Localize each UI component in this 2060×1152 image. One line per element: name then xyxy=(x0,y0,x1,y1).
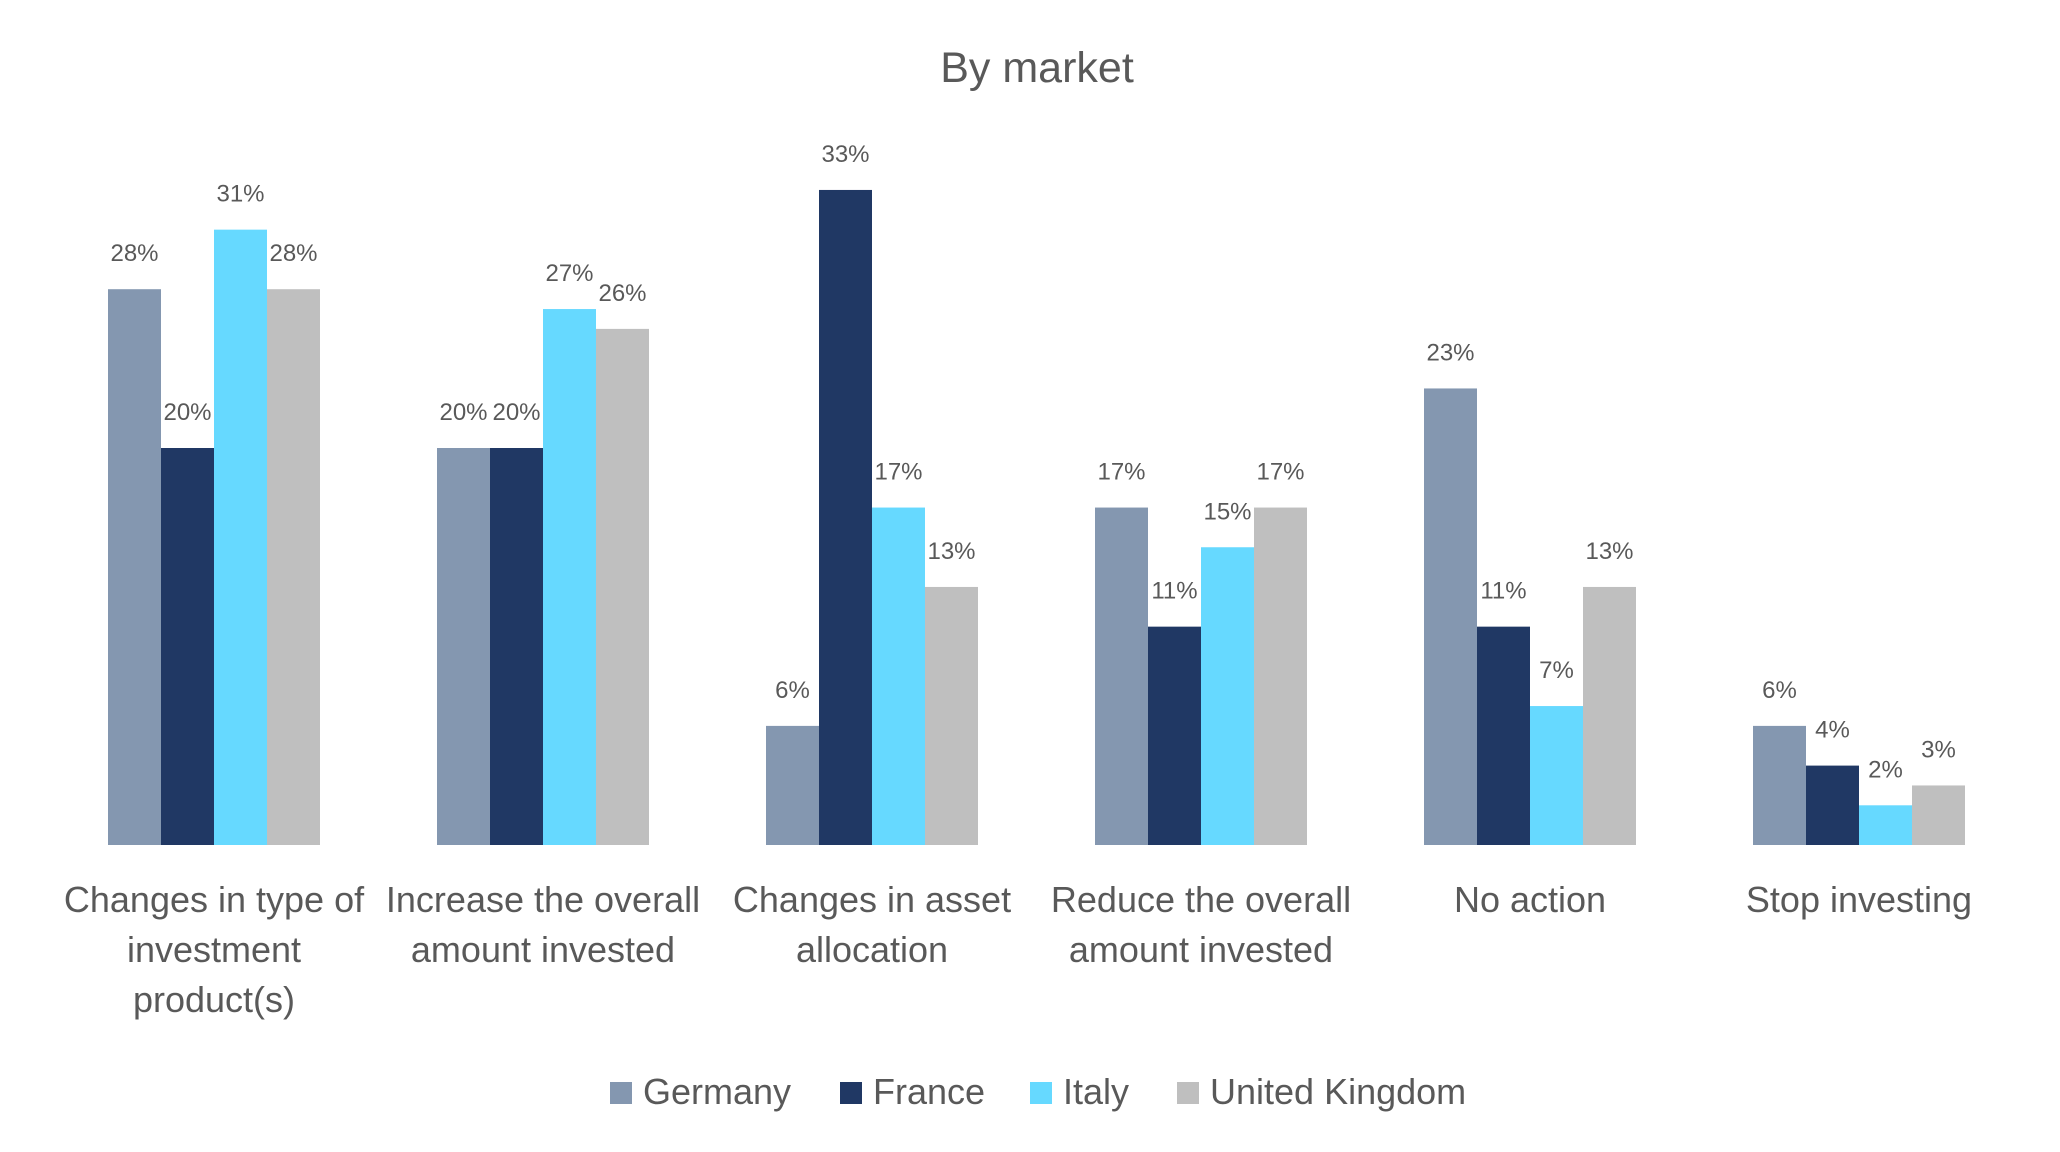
bar-germany-4 xyxy=(1424,388,1477,845)
data-label: 17% xyxy=(1256,459,1304,486)
bar-germany-0 xyxy=(108,289,161,845)
data-label: 3% xyxy=(1921,736,1956,763)
bar-united-kingdom-2 xyxy=(925,586,978,845)
category-label: amount invested xyxy=(1069,929,1333,970)
bar-france-0 xyxy=(161,448,214,845)
category-label: amount invested xyxy=(411,929,675,970)
data-label: 13% xyxy=(927,538,975,565)
legend-swatch-united-kingdom xyxy=(1177,1082,1199,1104)
bar-united-kingdom-1 xyxy=(596,328,649,845)
data-label: 33% xyxy=(821,141,869,168)
legend-label-germany: Germany xyxy=(643,1071,791,1112)
category-labels-group: Changes in type of investment product(s) In… xyxy=(64,879,1972,1020)
category-label: product(s) xyxy=(133,979,295,1020)
data-label: 6% xyxy=(1762,677,1797,704)
category-label: Changes in asset xyxy=(733,879,1011,920)
category-label: investment xyxy=(127,929,301,970)
bar-united-kingdom-3 xyxy=(1254,507,1307,845)
data-label: 28% xyxy=(269,240,317,267)
legend-swatch-italy xyxy=(1030,1082,1052,1104)
data-label: 20% xyxy=(439,399,487,426)
bar-italy-0 xyxy=(214,229,267,845)
data-labels-group: 28%20%31%28%20% 20%27%26%6%33%17%13%17%11… xyxy=(110,141,1955,783)
bar-united-kingdom-5 xyxy=(1912,785,1965,845)
category-label: allocation xyxy=(796,929,948,970)
category-label: Increase the overall xyxy=(386,879,700,920)
data-label: 31% xyxy=(216,181,264,208)
legend-swatch-france xyxy=(840,1082,862,1104)
data-label: 4% xyxy=(1815,717,1850,744)
bar-germany-5 xyxy=(1753,725,1806,845)
data-label: 6% xyxy=(775,677,810,704)
bar-germany-3 xyxy=(1095,507,1148,845)
bar-france-4 xyxy=(1477,626,1530,845)
bar-france-2 xyxy=(819,189,872,845)
data-label: 26% xyxy=(598,280,646,307)
bar-united-kingdom-0 xyxy=(267,289,320,845)
bars-group xyxy=(108,189,1965,845)
legend-swatch-germany xyxy=(610,1082,632,1104)
bar-italy-4 xyxy=(1530,706,1583,845)
category-label: No action xyxy=(1454,879,1606,920)
category-label: Changes in type of xyxy=(64,879,365,920)
legend-label-united-kingdom: United Kingdom xyxy=(1210,1071,1466,1112)
bar-italy-5 xyxy=(1859,805,1912,845)
bar-italy-2 xyxy=(872,507,925,845)
bar-germany-1 xyxy=(437,448,490,845)
bar-italy-3 xyxy=(1201,547,1254,845)
bar-france-5 xyxy=(1806,765,1859,845)
data-label: 28% xyxy=(110,240,158,267)
data-label: 17% xyxy=(1097,459,1145,486)
legend-label-france: France xyxy=(873,1071,985,1112)
legend-label-italy: Italy xyxy=(1063,1071,1129,1112)
data-label: 2% xyxy=(1868,756,1903,783)
legend: Germany France Italy United Kingdom xyxy=(610,1071,1466,1112)
data-label: 15% xyxy=(1203,498,1251,525)
data-label: 20% xyxy=(163,399,211,426)
category-label: Stop investing xyxy=(1746,879,1972,920)
chart-title: By market xyxy=(940,44,1134,92)
bar-germany-2 xyxy=(766,725,819,845)
bar-france-1 xyxy=(490,448,543,845)
data-label: 20% xyxy=(492,399,540,426)
bar-italy-1 xyxy=(543,309,596,845)
data-label: 27% xyxy=(545,260,593,287)
data-label: 23% xyxy=(1426,339,1474,366)
data-label: 13% xyxy=(1585,538,1633,565)
data-label: 17% xyxy=(874,459,922,486)
category-label: Reduce the overall xyxy=(1051,879,1351,920)
data-label: 11% xyxy=(1480,578,1526,605)
data-label: 11% xyxy=(1151,578,1197,605)
bar-united-kingdom-4 xyxy=(1583,586,1636,845)
bar-france-3 xyxy=(1148,626,1201,845)
data-label: 7% xyxy=(1539,657,1574,684)
